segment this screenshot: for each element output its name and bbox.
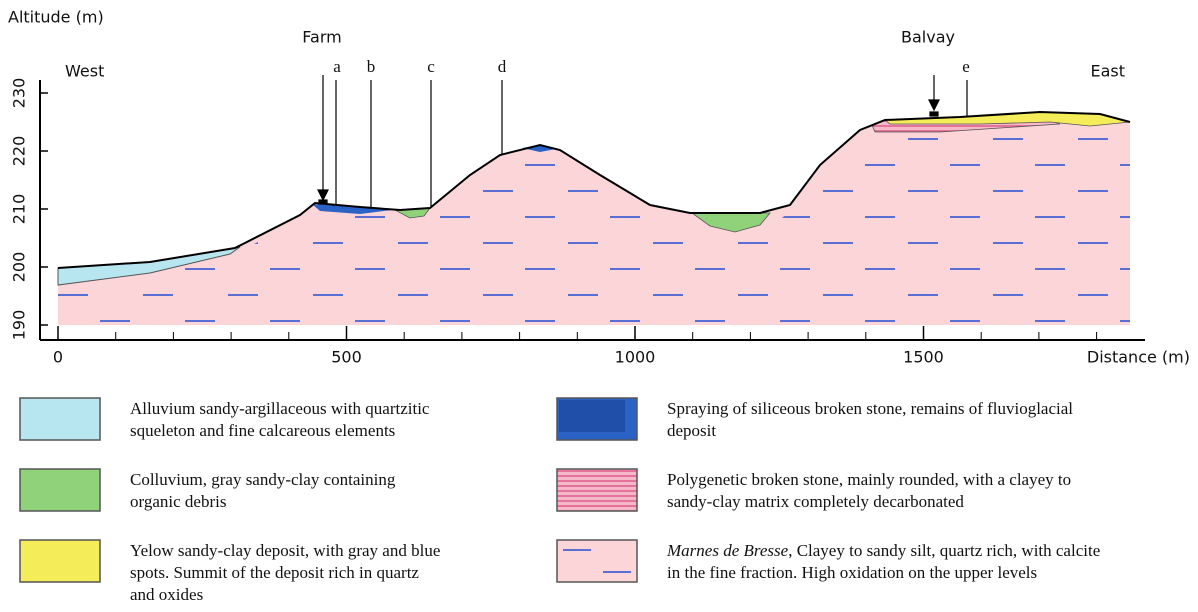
legend-line: , Clayey to sandy silt, quartz rich, wit… [788,541,1100,560]
legend-text: organic debris [130,492,226,511]
legend-swatch [557,540,637,582]
x-axis-label: Distance (m) [1087,348,1190,367]
legend-line: deposit [667,421,716,440]
legend-line: squeleton and fine calcareous elements [130,421,395,440]
legend-text: sandy-clay matrix completely decarbonate… [667,492,964,511]
legend-line: in the fine fraction. High oxidation on … [667,563,1037,582]
legend-line: sandy-clay matrix completely decarbonate… [667,492,964,511]
x-tick-label: 1000 [615,348,656,367]
east-label: East [1090,62,1125,81]
diagram: Altitude (m) Distance (m) West East Farm… [0,0,1198,612]
section-label: a [333,57,341,76]
legend-text: Spraying of siliceous broken stone, rema… [667,399,1073,418]
section-label: e [962,57,970,76]
legend-term: Marnes de Bresse [666,541,789,560]
legend-line: Colluvium, gray sandy-clay containing [130,470,396,489]
legend-text: Polygenetic broken stone, mainly rounded… [667,470,1071,489]
y-tick-label: 200 [10,252,29,283]
legend-swatch [20,469,100,511]
y-tick-label: 210 [10,194,29,225]
legend-swatch [20,540,100,582]
legend-text: Alluvium sandy-argillaceous with quartzi… [130,399,430,418]
legend-swatch [557,469,637,511]
legend-text: deposit [667,421,716,440]
x-tick-label: 0 [53,348,63,367]
place-label: Farm [302,28,341,47]
legend: Alluvium sandy-argillaceous with quartzi… [20,398,1100,604]
marnes-dashes [58,126,1130,322]
x-tick-label: 1500 [903,348,944,367]
legend-text: Yelow sandy-clay deposit, with gray and … [130,541,440,560]
legend-swatch [20,398,100,440]
y-tick-label: 220 [10,136,29,167]
cross-section [58,75,1130,325]
section-label: c [427,57,435,76]
legend-text: Marnes de Bresse, Clayey to sandy silt, … [666,541,1100,560]
section-label: b [367,57,376,76]
y-tick-label: 230 [10,78,29,109]
legend-text: in the fine fraction. High oxidation on … [667,563,1037,582]
legend-line: spots. Summit of the deposit rich in qua… [130,563,419,582]
place-label: Balvay [901,28,955,47]
y-tick-label: 190 [10,310,29,341]
legend-line: organic debris [130,492,226,511]
legend-line: Yelow sandy-clay deposit, with gray and … [130,541,440,560]
y-axis-label: Altitude (m) [8,8,104,27]
x-tick-label: 500 [331,348,362,367]
section-label: d [498,57,507,76]
legend-text: Colluvium, gray sandy-clay containing [130,470,396,489]
legend-swatch-inner [559,400,625,432]
legend-line: Alluvium sandy-argillaceous with quartzi… [130,399,430,418]
west-label: West [65,62,104,81]
legend-line: Polygenetic broken stone, mainly rounded… [667,470,1071,489]
legend-line: and oxides [130,585,203,604]
legend-text: spots. Summit of the deposit rich in qua… [130,563,419,582]
legend-line: Spraying of siliceous broken stone, rema… [667,399,1073,418]
legend-text: squeleton and fine calcareous elements [130,421,395,440]
legend-text: and oxides [130,585,203,604]
